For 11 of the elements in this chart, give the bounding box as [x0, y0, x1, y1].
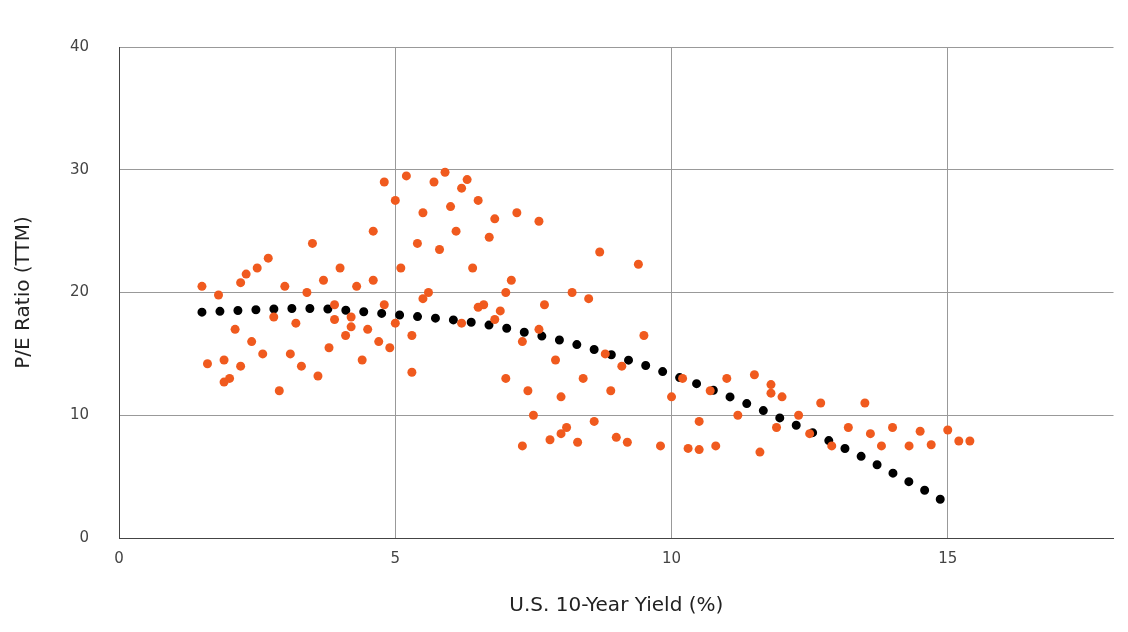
y-axis-title: P/E Ratio (TTM) — [10, 216, 35, 369]
x-tick-label: 0 — [114, 548, 124, 567]
y-tick-label: 20 — [69, 282, 90, 301]
x-tick-label: 5 — [390, 548, 401, 567]
y-tick-label: 30 — [69, 159, 90, 178]
y-tick-label: 10 — [69, 405, 90, 424]
y-tick-label: 40 — [69, 36, 90, 55]
x-tick-label: 15 — [938, 548, 958, 567]
x-tick-label: 10 — [661, 548, 682, 567]
x-axis-title: U.S. 10-Year Yield (%) — [509, 592, 724, 617]
y-tick-label: 0 — [79, 527, 90, 546]
